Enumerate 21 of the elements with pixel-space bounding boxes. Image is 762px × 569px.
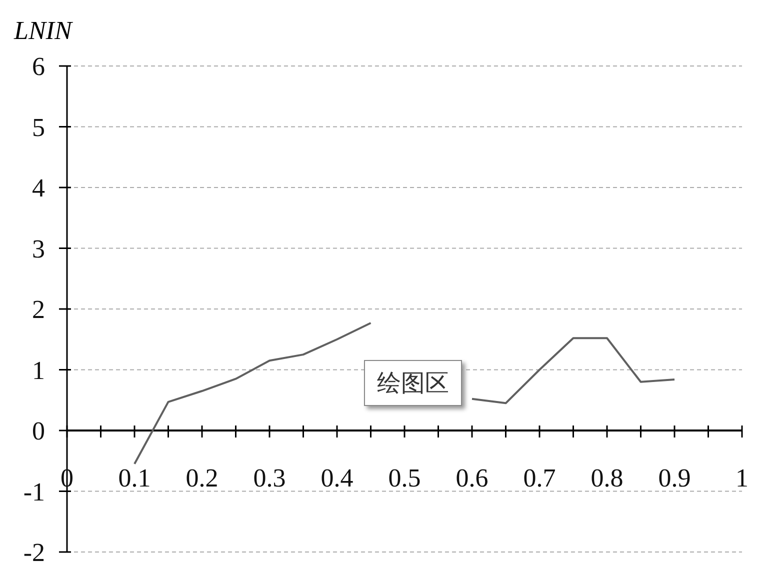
x-tick-label: 0.1 — [118, 464, 151, 492]
y-tick-label: 4 — [32, 174, 45, 202]
y-tick-label: 5 — [32, 112, 45, 142]
x-tick-label: 0.4 — [320, 464, 354, 492]
x-tick-label: 0.3 — [253, 464, 286, 492]
x-tick-label: 0.5 — [388, 464, 421, 492]
y-tick-label: -2 — [23, 538, 45, 567]
y-tick-label: 6 — [32, 52, 45, 81]
x-tick-label: 1 — [736, 464, 748, 492]
x-tick-label: 0.8 — [590, 464, 624, 492]
x-tick-label: 0.9 — [658, 464, 691, 492]
y-tick-label: 0 — [32, 416, 45, 446]
x-tick-label: 0.7 — [523, 464, 556, 492]
y-tick-label: -1 — [23, 477, 45, 506]
annotation: 绘图区 — [364, 360, 462, 406]
y-tick-label: 3 — [32, 234, 45, 264]
y-tick-label: 1 — [32, 356, 45, 385]
y-axis-title: LNIN — [14, 16, 72, 46]
x-tick-label: 0.2 — [186, 464, 218, 492]
x-tick-label: 0.6 — [456, 464, 488, 492]
y-tick-label: 2 — [32, 295, 45, 324]
